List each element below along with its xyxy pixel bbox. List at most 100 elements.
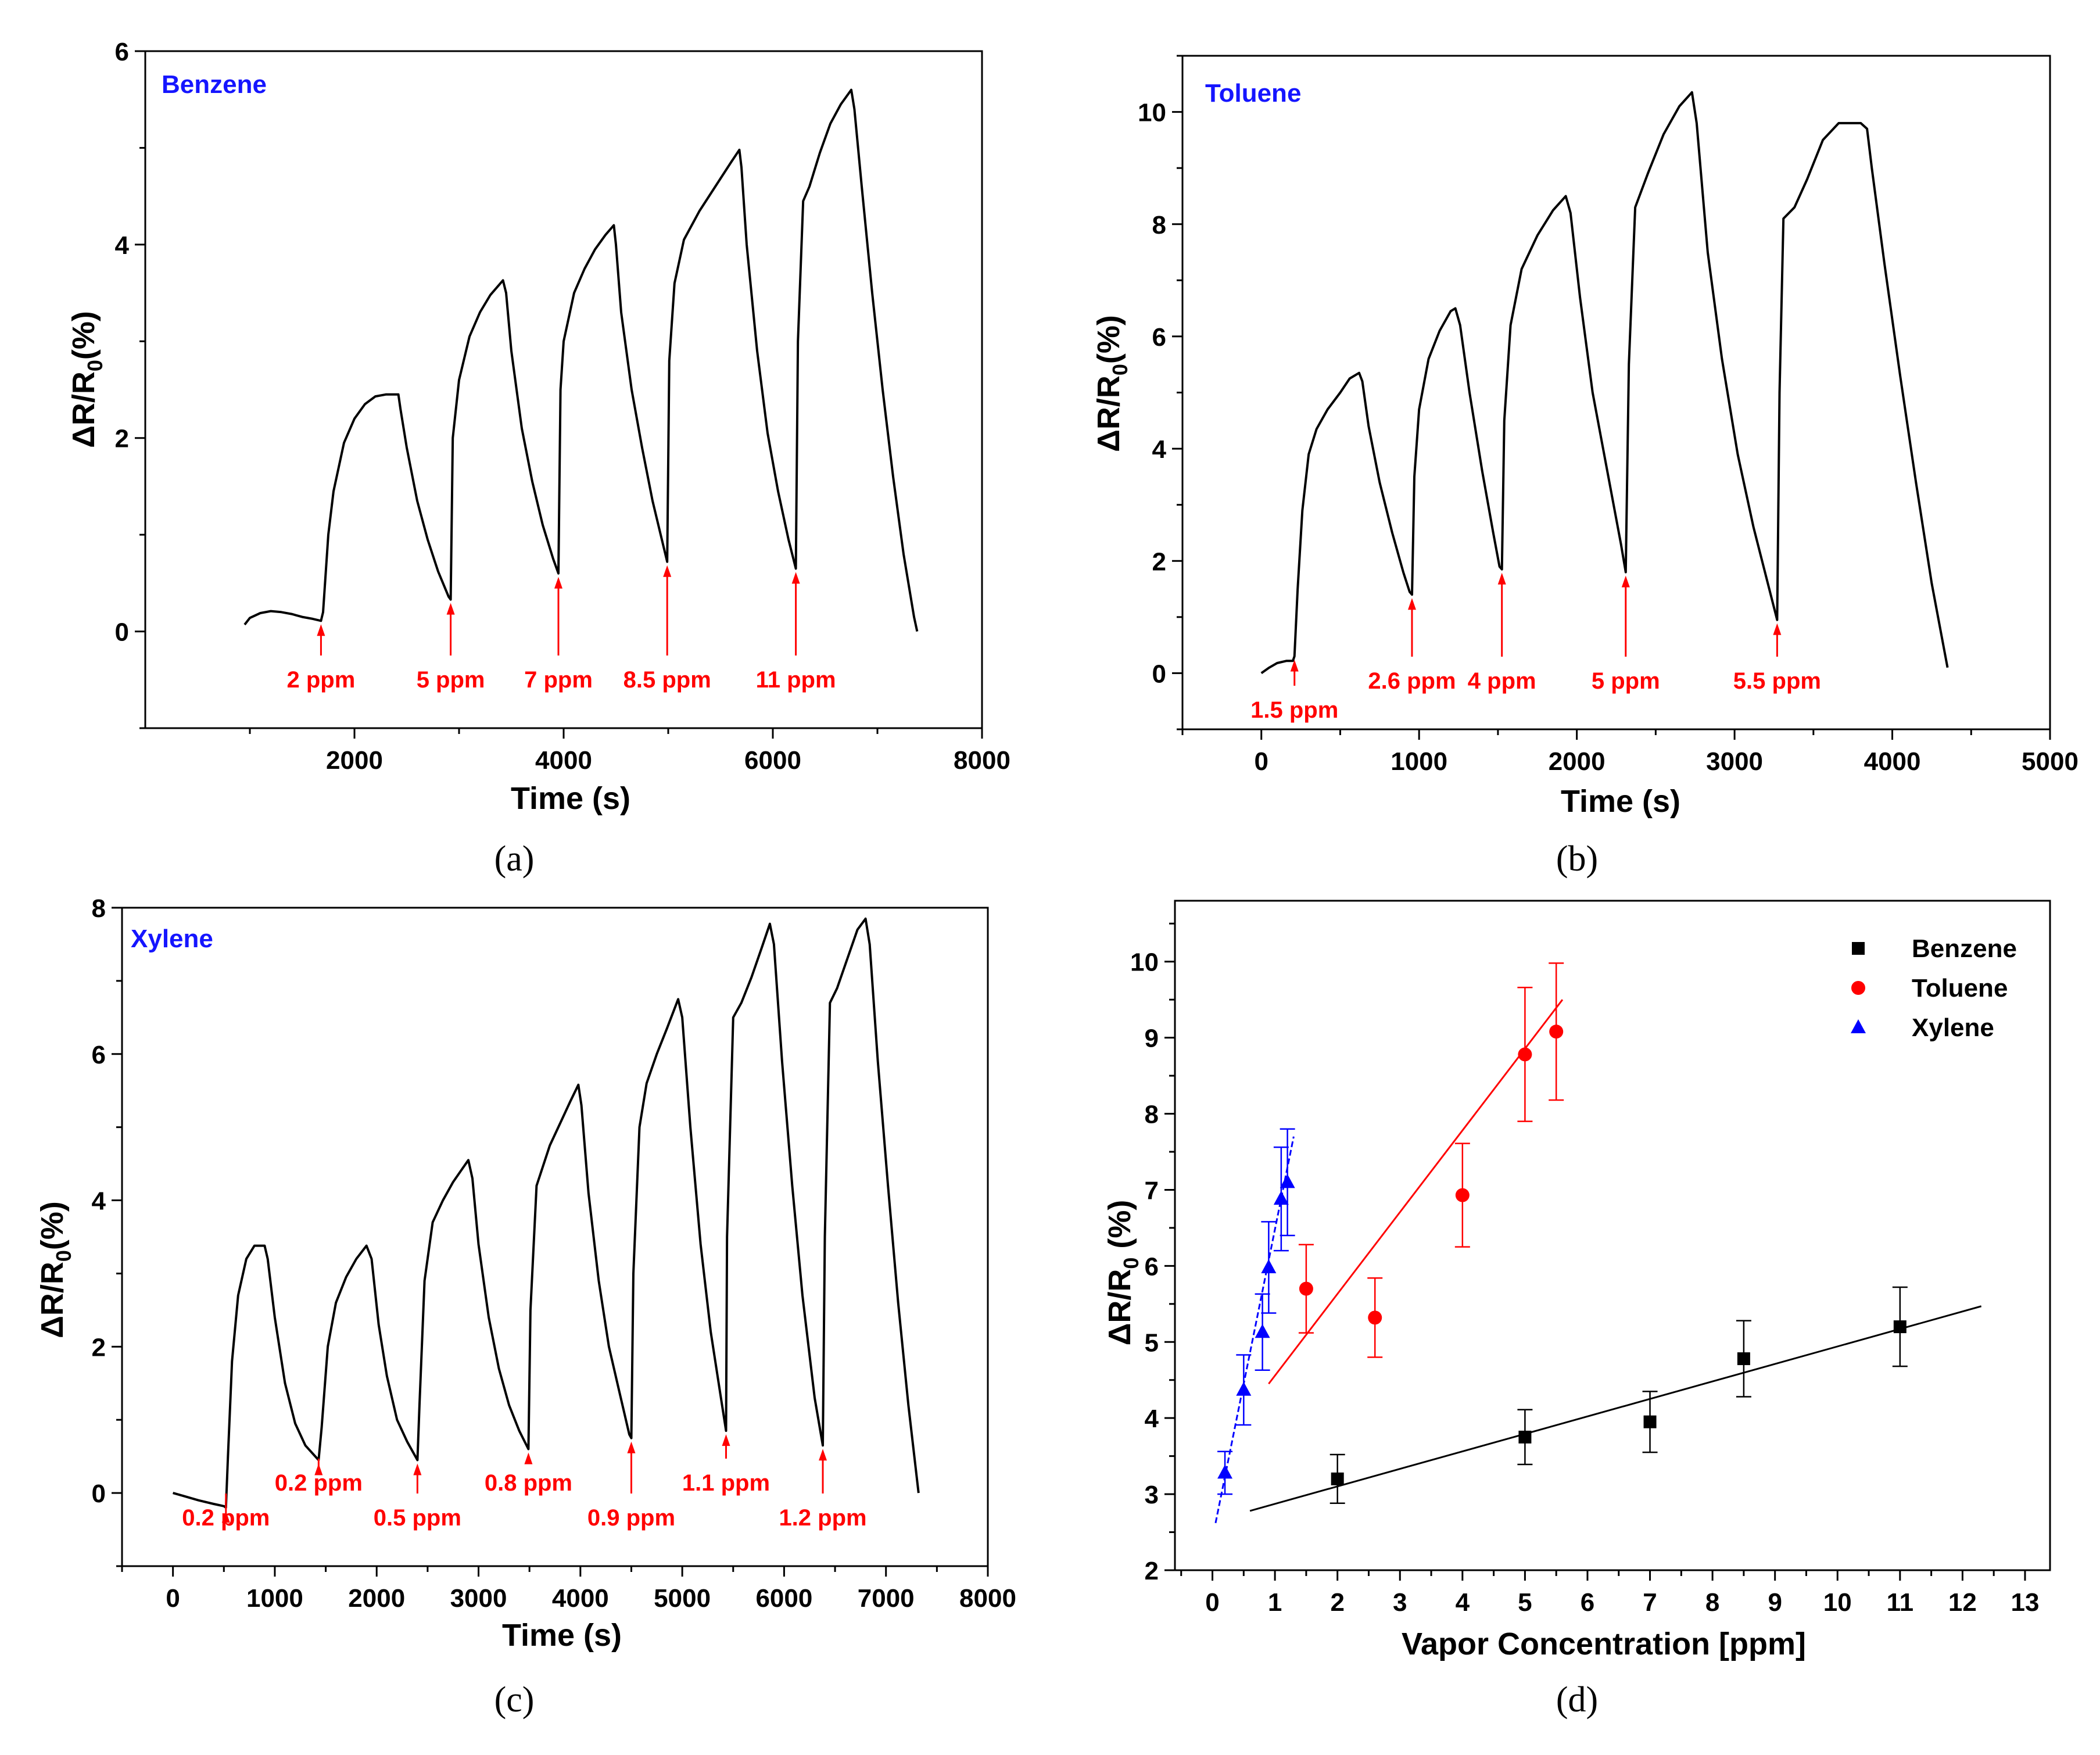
panel-b-concentration-label: 5.5 ppm (1733, 668, 1821, 694)
panel-d-toluene-point (1549, 1025, 1564, 1039)
panel-d-ylabel: ΔR/R0 (%) (1102, 1200, 1143, 1346)
panel-b-y-tick-label: 10 (1138, 99, 1166, 127)
panel-c: Xylene Time (s) ΔR/R0(%) (c) 0 1000 2000 30… (35, 894, 1016, 1720)
panel-c-xlabel: Time (s) (502, 1618, 622, 1653)
panel-d-toluene-point (1368, 1310, 1382, 1325)
panel-d-x-tick-label: 2 (1330, 1588, 1344, 1617)
panel-a-y-tick-label: 4 (115, 231, 130, 260)
panel-d-x-tick-label: 12 (1948, 1588, 1977, 1617)
panel-a-arrow-head (791, 572, 800, 584)
panel-c-concentration-label: 0.2 ppm (182, 1505, 270, 1531)
panel-c-arrow-head (819, 1449, 827, 1461)
panel-b-y-tick-label: 4 (1152, 435, 1167, 464)
panel-a-x-tick-label: 8000 (954, 746, 1010, 775)
panel-c-x-tick-label: 0 (166, 1584, 180, 1613)
panel-d-benzene-point (1893, 1320, 1907, 1334)
panel-a-x-tick-label: 2000 (326, 746, 383, 775)
panel-d-x-tick-label: 6 (1581, 1588, 1594, 1617)
legend-xylene-marker (1851, 1019, 1866, 1033)
panel-b-x-tick-label: 4000 (1864, 747, 1921, 776)
panel-b-concentration-label: 5 ppm (1592, 668, 1660, 694)
panel-c-x-tick-label: 1000 (246, 1584, 303, 1613)
panel-a-y-tick-label: 0 (115, 618, 129, 647)
panel-d-x-tick-label: 3 (1393, 1588, 1407, 1617)
panel-d-frame (1174, 900, 2051, 1571)
panel-c-x-tick-label: 6000 (755, 1584, 812, 1613)
legend-toluene-label: Toluene (1912, 974, 2008, 1002)
panel-a-response-curve (243, 88, 919, 632)
panel-c-x-tick-label: 4000 (552, 1584, 609, 1613)
panel-d-xylene-point (1261, 1259, 1277, 1273)
panel-c-caption: (c) (494, 1680, 535, 1720)
panel-c-concentration-label: 0.8 ppm (485, 1470, 572, 1496)
panel-d: Vapor Concentration [ppm] ΔR/R0 (%) (d) … (1102, 900, 2051, 1720)
panel-d-toluene-point (1455, 1188, 1470, 1202)
panel-b-frame (1181, 55, 2051, 730)
panel-a-arrow-head (663, 565, 672, 577)
panel-d-x-tick-label: 7 (1643, 1588, 1657, 1617)
panel-d-y-tick-label: 9 (1145, 1025, 1159, 1053)
panel-c-y-tick-label: 0 (92, 1480, 106, 1508)
panel-b-x-tick-label: 0 (1254, 747, 1268, 776)
panel-c-x-tick-label: 3000 (450, 1584, 507, 1613)
panel-d-x-tick-label: 9 (1768, 1588, 1782, 1617)
panel-c-concentration-label: 0.5 ppm (374, 1505, 461, 1531)
panel-d-y-tick-label: 2 (1145, 1557, 1159, 1585)
legend-toluene-marker (1851, 981, 1865, 995)
panel-d-xylene-point (1273, 1191, 1289, 1205)
panel-c-x-tick-label: 5000 (654, 1584, 711, 1613)
panel-c-concentration-label: 0.9 ppm (587, 1505, 675, 1531)
panel-b-y-tick-label: 8 (1152, 211, 1166, 239)
panel-d-xylene-point (1255, 1324, 1270, 1338)
panel-c-frame (121, 907, 989, 1567)
panel-d-y-tick-label: 5 (1145, 1328, 1159, 1357)
panel-a-x-tick-label: 6000 (744, 746, 801, 775)
panel-c-arrow-head (413, 1463, 422, 1475)
panel-d-y-tick-label: 4 (1145, 1405, 1159, 1433)
panel-c-concentration-label: 1.2 ppm (779, 1505, 866, 1531)
panel-a-concentration-label: 11 ppm (756, 667, 836, 693)
panel-c-ylabel: ΔR/R0(%) (35, 1201, 76, 1338)
panel-b-xlabel: Time (s) (1561, 784, 1680, 819)
panel-c-arrow-head (221, 1511, 230, 1523)
panel-b-response-curve (1260, 91, 1949, 675)
panel-c-y-tick-label: 2 (92, 1333, 106, 1362)
panel-d-x-tick-label: 11 (1887, 1588, 1914, 1617)
panel-d-y-tick-label: 8 (1145, 1101, 1159, 1129)
panel-d-y-tick-label: 10 (1130, 948, 1159, 977)
panel-d-x-tick-label: 10 (1823, 1588, 1852, 1617)
panel-d-xylene-point (1280, 1174, 1295, 1188)
panel-b-x-tick-label: 3000 (1706, 747, 1763, 776)
panel-b-concentration-label: 1.5 ppm (1250, 697, 1338, 723)
panel-d-x-tick-label: 5 (1518, 1588, 1532, 1617)
panel-b: Toluene Time (s) ΔR/R0(%) (b) 0 1000 2000 3… (1091, 55, 2079, 879)
panel-b-arrow-head (1407, 598, 1416, 610)
panel-a-x-tick-label: 4000 (535, 746, 592, 775)
panel-b-arrow-head (1290, 660, 1299, 672)
panel-a-concentration-label: 2 ppm (287, 667, 356, 693)
panel-d-x-tick-label: 4 (1456, 1588, 1470, 1617)
panel-b-y-tick-label: 2 (1152, 547, 1166, 576)
panel-b-caption: (b) (1556, 839, 1598, 879)
panel-d-y-tick-label: 3 (1145, 1481, 1159, 1509)
panel-d-benzene-point (1737, 1352, 1750, 1366)
panel-c-arrow-head (722, 1434, 730, 1446)
panel-a-title: Benzene (162, 70, 267, 99)
panel-c-arrow-head (524, 1452, 533, 1464)
panel-b-concentration-label: 4 ppm (1468, 668, 1536, 694)
panel-a-y-tick-label: 2 (115, 425, 129, 453)
panel-b-arrow-head (1497, 572, 1506, 585)
panel-b-ylabel: ΔR/R0(%) (1091, 315, 1132, 452)
panel-d-toluene-point (1518, 1047, 1532, 1062)
panel-d-toluene-point (1299, 1281, 1313, 1296)
panel-a-ylabel: ΔR/R0(%) (66, 311, 107, 448)
panel-a-concentration-label: 5 ppm (417, 667, 485, 693)
panel-b-arrow-head (1621, 575, 1630, 588)
panel-c-concentration-label: 1.1 ppm (682, 1470, 770, 1496)
panel-a-xlabel: Time (s) (511, 781, 630, 816)
panel-b-arrow-head (1773, 623, 1782, 635)
panel-a-caption: (a) (494, 839, 535, 879)
legend-xylene-label: Xylene (1912, 1013, 1994, 1042)
panel-c-x-tick-label: 2000 (348, 1584, 405, 1613)
